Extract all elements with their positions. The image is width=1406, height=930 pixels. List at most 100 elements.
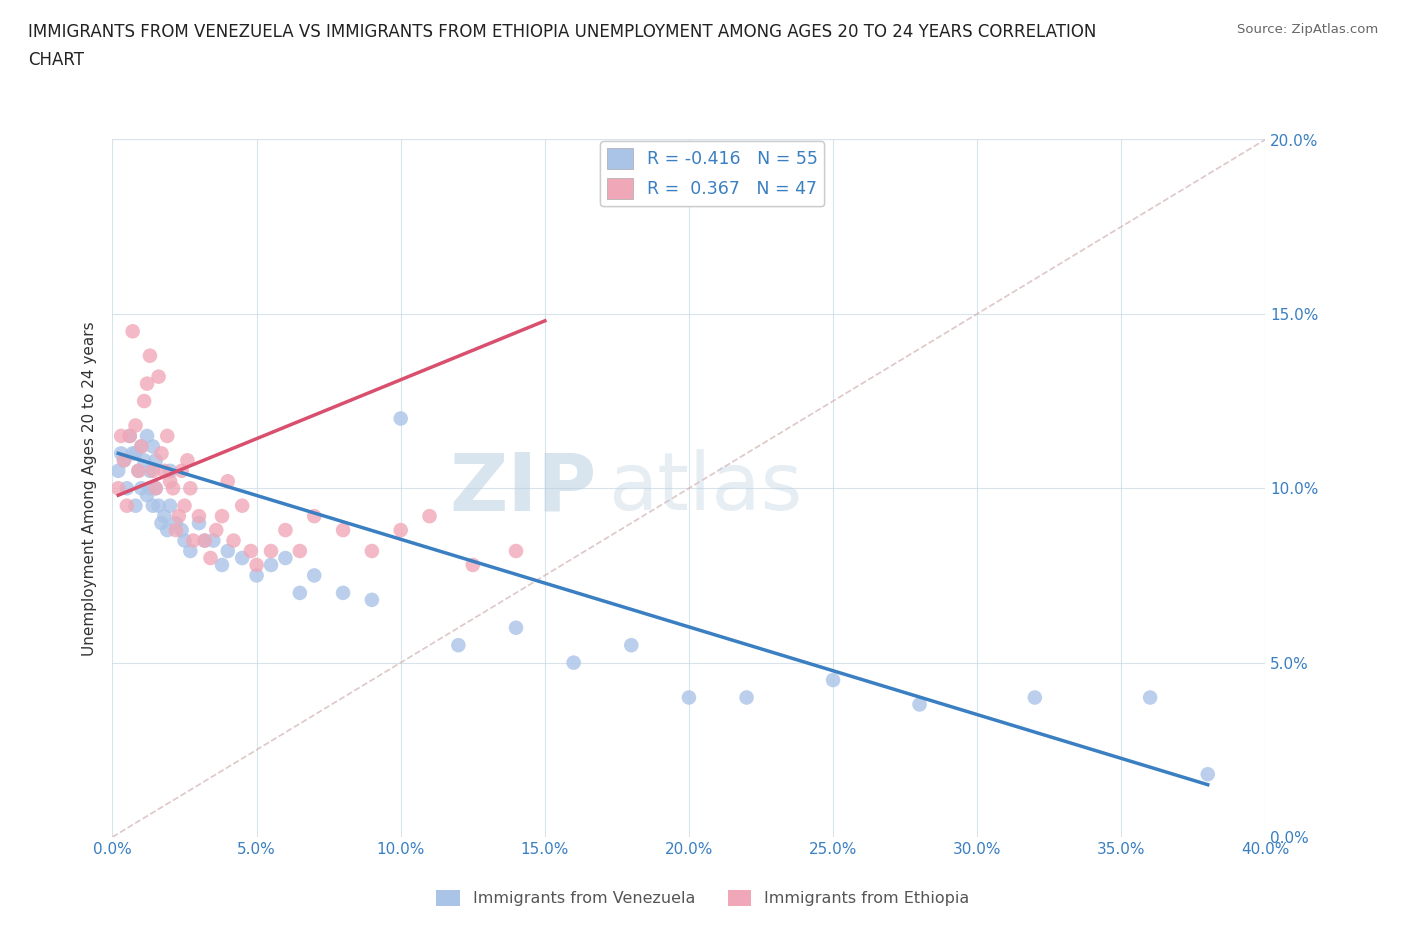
Point	[124, 418, 146, 433]
Point	[179, 481, 201, 496]
Point	[142, 439, 165, 454]
Point	[245, 568, 267, 583]
Point	[136, 488, 159, 503]
Point	[389, 523, 412, 538]
Point	[115, 498, 138, 513]
Point	[121, 324, 143, 339]
Point	[239, 543, 262, 558]
Point	[194, 533, 217, 548]
Point	[170, 463, 193, 478]
Point	[136, 377, 159, 392]
Point	[139, 349, 162, 364]
Point	[129, 439, 153, 454]
Point	[127, 463, 149, 478]
Point	[231, 551, 253, 565]
Point	[153, 509, 176, 524]
Point	[153, 463, 176, 478]
Point	[115, 481, 138, 496]
Point	[121, 446, 143, 461]
Point	[107, 463, 129, 478]
Point	[274, 523, 297, 538]
Point	[461, 558, 484, 573]
Point	[145, 481, 167, 496]
Point	[136, 429, 159, 444]
Point	[260, 543, 283, 558]
Point	[288, 543, 311, 558]
Point	[170, 523, 193, 538]
Point	[124, 498, 146, 513]
Point	[419, 509, 441, 524]
Point	[167, 509, 190, 524]
Point	[260, 558, 283, 573]
Point	[188, 515, 211, 530]
Point	[107, 481, 129, 496]
Point	[148, 369, 170, 384]
Point	[194, 533, 217, 548]
Point	[145, 453, 167, 468]
Point	[150, 515, 173, 530]
Y-axis label: Unemployment Among Ages 20 to 24 years: Unemployment Among Ages 20 to 24 years	[82, 321, 97, 656]
Point	[150, 446, 173, 461]
Point	[505, 620, 527, 635]
Point	[129, 439, 153, 454]
Point	[245, 558, 267, 573]
Legend: Immigrants from Venezuela, Immigrants from Ethiopia: Immigrants from Venezuela, Immigrants fr…	[430, 884, 976, 912]
Point	[274, 551, 297, 565]
Point	[139, 481, 162, 496]
Point	[159, 463, 181, 478]
Point	[211, 558, 233, 573]
Point	[179, 543, 201, 558]
Point	[908, 698, 931, 712]
Point	[173, 498, 195, 513]
Text: IMMIGRANTS FROM VENEZUELA VS IMMIGRANTS FROM ETHIOPIA UNEMPLOYMENT AMONG AGES 20: IMMIGRANTS FROM VENEZUELA VS IMMIGRANTS …	[28, 23, 1097, 41]
Point	[176, 453, 198, 468]
Point	[112, 453, 135, 468]
Point	[389, 411, 412, 426]
Point	[821, 672, 844, 687]
Point	[142, 463, 165, 478]
Point	[217, 474, 239, 489]
Point	[360, 592, 382, 607]
Point	[165, 515, 187, 530]
Point	[231, 498, 253, 513]
Point	[202, 533, 225, 548]
Point	[162, 481, 184, 496]
Point	[222, 533, 245, 548]
Point	[118, 429, 141, 444]
Point	[159, 474, 181, 489]
Point	[188, 509, 211, 524]
Point	[165, 523, 187, 538]
Point	[181, 533, 204, 548]
Point	[678, 690, 700, 705]
Point	[112, 453, 135, 468]
Point	[735, 690, 758, 705]
Point	[1197, 766, 1219, 781]
Point	[118, 429, 141, 444]
Point	[110, 446, 132, 461]
Point	[173, 533, 195, 548]
Point	[1139, 690, 1161, 705]
Point	[134, 453, 156, 468]
Text: atlas: atlas	[609, 449, 803, 527]
Text: ZIP: ZIP	[450, 449, 596, 527]
Point	[217, 543, 239, 558]
Point	[110, 429, 132, 444]
Point	[156, 429, 179, 444]
Point	[127, 463, 149, 478]
Text: CHART: CHART	[28, 51, 84, 69]
Point	[304, 568, 326, 583]
Point	[562, 656, 585, 671]
Point	[139, 463, 162, 478]
Point	[205, 523, 228, 538]
Point	[148, 498, 170, 513]
Point	[620, 638, 643, 653]
Point	[129, 481, 153, 496]
Point	[200, 551, 222, 565]
Point	[156, 523, 179, 538]
Point	[288, 586, 311, 601]
Point	[145, 481, 167, 496]
Legend: R = -0.416   N = 55, R =  0.367   N = 47: R = -0.416 N = 55, R = 0.367 N = 47	[599, 141, 824, 206]
Point	[1024, 690, 1046, 705]
Point	[505, 543, 527, 558]
Point	[332, 523, 354, 538]
